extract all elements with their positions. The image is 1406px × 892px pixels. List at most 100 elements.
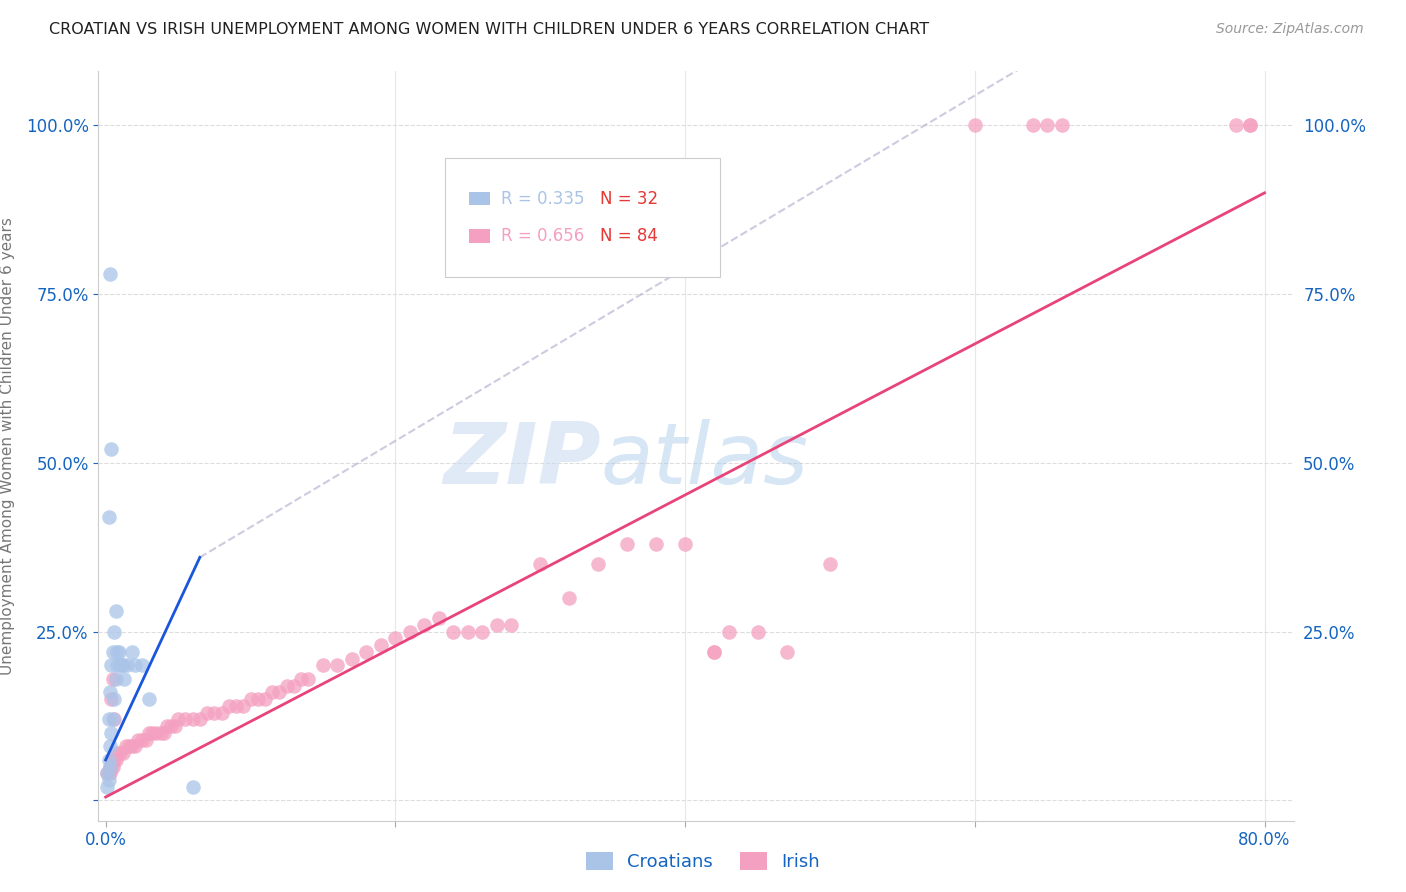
Irish [356, 645, 378, 659]
Legend: Croatians, Irish: Croatians, Irish [578, 845, 828, 879]
Irish [100, 692, 122, 706]
Irish [485, 618, 508, 632]
Irish [160, 719, 183, 733]
Irish [138, 726, 160, 740]
Irish [149, 726, 172, 740]
Text: R = 0.335: R = 0.335 [501, 190, 585, 208]
Irish [253, 692, 276, 706]
Irish [1239, 119, 1261, 133]
Irish [312, 658, 335, 673]
Croatians [110, 658, 132, 673]
Croatians [104, 604, 127, 618]
Irish [297, 672, 319, 686]
Irish [290, 672, 312, 686]
Irish [370, 638, 392, 652]
Irish [239, 692, 262, 706]
Irish [747, 624, 769, 639]
FancyBboxPatch shape [446, 158, 720, 277]
Irish [181, 712, 204, 726]
Irish [127, 732, 149, 747]
Irish [326, 658, 349, 673]
Irish [108, 746, 131, 760]
Irish [118, 739, 141, 754]
Irish [340, 651, 363, 665]
Croatians [97, 753, 120, 767]
Croatians [101, 712, 124, 726]
Irish [103, 753, 125, 767]
Croatians [131, 658, 153, 673]
Irish [98, 766, 121, 780]
Y-axis label: Unemployment Among Women with Children Under 6 years: Unemployment Among Women with Children U… [0, 217, 14, 675]
Irish [121, 739, 143, 754]
Croatians [98, 267, 121, 281]
Irish [135, 732, 157, 747]
Croatians [121, 645, 143, 659]
Irish [645, 199, 668, 213]
Irish [124, 739, 146, 754]
Irish [963, 119, 986, 133]
Croatians [124, 658, 146, 673]
Irish [471, 624, 494, 639]
Text: atlas: atlas [600, 419, 808, 502]
Irish [703, 645, 725, 659]
Croatians [98, 739, 121, 754]
FancyBboxPatch shape [470, 192, 491, 205]
Croatians [114, 672, 136, 686]
Irish [104, 753, 127, 767]
Irish [427, 611, 450, 625]
Irish [1225, 119, 1247, 133]
Irish [673, 537, 696, 551]
Text: CROATIAN VS IRISH UNEMPLOYMENT AMONG WOMEN WITH CHILDREN UNDER 6 YEARS CORRELATI: CROATIAN VS IRISH UNEMPLOYMENT AMONG WOM… [49, 22, 929, 37]
Text: N = 84: N = 84 [600, 227, 658, 245]
Irish [101, 672, 124, 686]
Text: R = 0.656: R = 0.656 [501, 227, 585, 245]
Croatians [96, 780, 118, 794]
Irish [1036, 119, 1059, 133]
Irish [141, 726, 163, 740]
Irish [1050, 119, 1073, 133]
Irish [152, 726, 174, 740]
Irish [283, 679, 305, 693]
Irish [501, 618, 523, 632]
Irish [441, 624, 464, 639]
Croatians [105, 645, 128, 659]
Irish [101, 759, 124, 773]
Irish [529, 557, 551, 571]
Irish [115, 739, 138, 754]
Irish [276, 679, 298, 693]
Irish [225, 698, 247, 713]
Irish [269, 685, 291, 699]
Irish [558, 591, 581, 605]
Irish [174, 712, 197, 726]
Croatians [108, 658, 131, 673]
Irish [101, 753, 124, 767]
Irish [399, 624, 422, 639]
Croatians [100, 658, 122, 673]
Croatians [98, 685, 121, 699]
Irish [232, 698, 254, 713]
Irish [616, 537, 638, 551]
Irish [384, 632, 406, 646]
Croatians [96, 766, 118, 780]
Irish [100, 753, 122, 767]
Croatians [100, 726, 122, 740]
Irish [218, 698, 240, 713]
Croatians [103, 624, 125, 639]
Irish [246, 692, 269, 706]
Irish [98, 759, 121, 773]
Croatians [100, 442, 122, 457]
Irish [97, 766, 120, 780]
Croatians [103, 692, 125, 706]
Irish [645, 537, 668, 551]
Irish [155, 719, 177, 733]
Croatians [97, 773, 120, 788]
Text: Source: ZipAtlas.com: Source: ZipAtlas.com [1216, 22, 1364, 37]
Irish [211, 706, 233, 720]
Croatians [98, 759, 121, 773]
Irish [775, 645, 797, 659]
Irish [105, 746, 128, 760]
FancyBboxPatch shape [470, 229, 491, 243]
Irish [703, 645, 725, 659]
Irish [188, 712, 211, 726]
Irish [586, 557, 609, 571]
